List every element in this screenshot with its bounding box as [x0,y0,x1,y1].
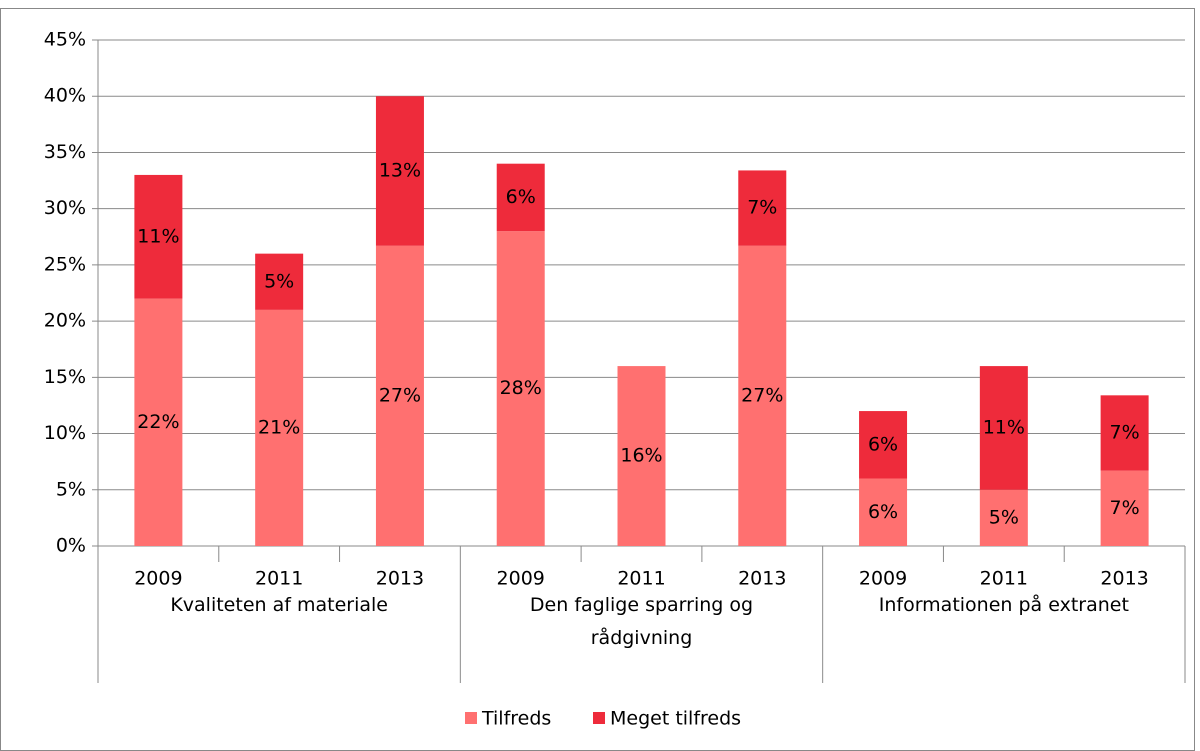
data-label: 11% [137,225,179,247]
legend-swatch [465,712,477,724]
y-tick-label: 20% [44,310,86,332]
x-tick-label: 2011 [617,568,665,590]
y-tick-label: 25% [44,253,86,275]
group-label: Informationen på extranet [878,594,1129,616]
bar-segment [255,253,304,310]
data-label: 27% [379,384,421,406]
data-label: 21% [258,416,300,438]
y-tick-label: 45% [44,29,86,51]
x-tick-label: 2009 [497,568,545,590]
data-label: 13% [379,159,421,181]
bar-segment [255,309,304,546]
y-tick-label: 0% [56,535,86,557]
group-label: Den faglige sparring og rådgivning [529,594,754,649]
bar-segment [134,174,183,299]
data-label: 6% [868,433,898,455]
x-tick-label: 2013 [1100,568,1148,590]
x-tick-label: 2009 [134,568,182,590]
bar-segment [1100,470,1149,546]
y-tick-label: 10% [44,422,86,444]
bar-segment [375,245,424,547]
data-label: 22% [137,411,179,433]
bar-segment [496,163,545,232]
bar-segment [1100,395,1149,471]
bar-segment [617,366,666,546]
bar-segment [134,298,183,546]
data-label: 5% [989,506,1019,528]
bar-segment [979,366,1028,490]
bar-segment [496,231,545,546]
x-tick-label: 2013 [376,568,424,590]
data-label: 7% [1110,421,1140,443]
data-label: 5% [264,270,294,292]
group-label: Kvaliteten af materiale [170,594,388,616]
data-label: 6% [868,501,898,523]
data-label: 6% [506,186,536,208]
x-tick-label: 2009 [859,568,907,590]
y-tick-label: 5% [56,478,86,500]
bar-segment [979,489,1028,546]
y-tick-label: 15% [44,366,86,388]
bar-segment [859,411,908,479]
data-label: 27% [741,384,783,406]
legend-swatch [593,712,605,724]
y-tick-label: 40% [44,85,86,107]
y-tick-label: 35% [44,141,86,163]
legend-label: Meget tilfreds [610,708,741,730]
data-label: 7% [1110,497,1140,519]
x-tick-label: 2013 [738,568,786,590]
x-tick-label: 2011 [980,568,1028,590]
bar-segment [859,478,908,546]
y-tick-label: 30% [44,197,86,219]
data-label: 28% [500,377,542,399]
data-label: 7% [747,197,777,219]
bar-segment [738,245,787,547]
data-label: 16% [620,445,662,467]
x-tick-label: 2011 [255,568,303,590]
bar-segment [375,96,424,246]
legend-label: Tilfreds [481,708,551,730]
data-label: 11% [983,416,1025,438]
bar-segment [738,170,787,246]
